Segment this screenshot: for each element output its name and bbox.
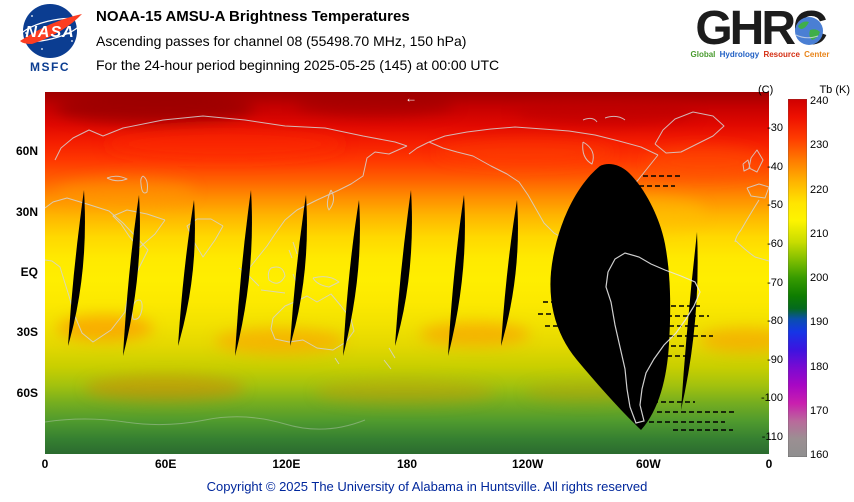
latitude-tick-label: EQ — [20, 265, 38, 279]
nasa-logo: NASA MSFC — [10, 3, 90, 74]
brightness-temperature-map: ← — [44, 91, 790, 454]
colorbar-tick-celsius: -60 — [767, 237, 783, 250]
swath-gap-sliver — [178, 200, 195, 346]
colorbar: (C) Tb (K) -30 -40 -50 -60 -70 -80 -90 -100 -110… — [752, 84, 852, 466]
longitude-axis: 0 60E 120E 180 120W 60W 0 — [41, 457, 773, 471]
nasa-meatball-icon: NASA — [19, 4, 82, 58]
scanline-artifacts — [538, 175, 735, 431]
colorbar-tick-celsius: -80 — [767, 315, 783, 328]
ghrc-tagline-center: Center — [804, 50, 830, 59]
colorbar-header: (C) Tb (K) — [752, 84, 852, 97]
map-arrow-marker: ← — [405, 92, 417, 105]
swath-gap-sliver — [235, 190, 252, 356]
longitude-tick-label: 0 — [765, 457, 773, 471]
latitude-tick-label: 60N — [15, 144, 38, 159]
colorbar-tick-celsius: -70 — [767, 276, 783, 289]
copyright-text: Copyright © 2025 The University of Alaba… — [206, 479, 648, 494]
swath-gap-sliver — [681, 232, 698, 410]
latitude-tick-label: 60S — [16, 385, 38, 400]
colorbar-gradient — [788, 99, 807, 457]
swath-gap-sliver — [343, 200, 360, 356]
swath-gap-sliver — [501, 200, 518, 346]
colorbar-tick-kelvin: 170 — [810, 404, 829, 417]
americas-data-void — [550, 164, 671, 430]
swath-gap-sliver — [290, 195, 307, 346]
nasa-wordmark: NASA — [25, 24, 74, 41]
swath-gap-sliver — [448, 195, 465, 356]
colorbar-kelvin-ticks: 240 230 220 210 200 190 180 170 160 — [810, 95, 850, 461]
colorbar-tick-kelvin: 240 — [810, 95, 829, 107]
colorbar-tick-celsius: -110 — [761, 431, 783, 443]
colorbar-tick-kelvin: 210 — [810, 227, 829, 240]
ghrc-tagline: Global Hydrology Resource Center — [674, 50, 846, 59]
longitude-tick-label: 180 — [396, 457, 418, 471]
nasa-msfc-label: MSFC — [30, 60, 70, 74]
ghrc-tagline-hydrology: Hydrology — [719, 50, 760, 59]
swath-gap-sliver — [68, 190, 85, 346]
swath-gap-sliver — [123, 195, 140, 356]
globe-icon — [794, 17, 823, 45]
longitude-tick-label: 120W — [511, 457, 544, 471]
colorbar-tick-celsius: -100 — [760, 392, 783, 405]
ghrc-tagline-resource: Resource — [763, 50, 800, 59]
colorbar-tick-kelvin: 160 — [810, 449, 829, 461]
south-america-outline — [605, 252, 701, 424]
latitude-axis: 60N 30N EQ 30S 60S — [0, 92, 41, 454]
title-block: NOAA-15 AMSU-A Brightness Temperatures A… — [96, 8, 499, 81]
footer: Copyright © 2025 The University of Alaba… — [0, 479, 854, 494]
ghrc-tagline-global: Global — [690, 50, 716, 59]
swath-gaps — [68, 190, 698, 410]
map-canvas: ← — [44, 91, 790, 454]
colorbar-tick-celsius: -50 — [767, 199, 783, 212]
swath-gap-sliver — [395, 190, 412, 346]
longitude-tick-label: 60W — [635, 457, 661, 471]
colorbar-tick-celsius: -30 — [767, 122, 783, 134]
colorbar-tick-kelvin: 190 — [810, 316, 829, 329]
page-subtitle-period: For the 24-hour period beginning 2025-05… — [96, 57, 500, 73]
colorbar-celsius-ticks: -30 -40 -50 -60 -70 -80 -90 -100 -110 — [752, 99, 784, 457]
colorbar-tick-kelvin: 200 — [810, 272, 829, 284]
colorbar-tick-kelvin: 230 — [810, 139, 829, 152]
colorbar-tick-celsius: -40 — [767, 160, 783, 173]
latitude-tick-label: 30N — [15, 204, 38, 219]
temperature-anomalies — [55, 92, 790, 404]
colorbar-tick-celsius: -90 — [767, 353, 783, 366]
latitude-tick-label: 30S — [16, 325, 38, 340]
ghrc-wordmark: GHRC — [695, 2, 827, 56]
colorbar-tick-kelvin: 220 — [810, 183, 829, 196]
colorbar-tick-kelvin: 180 — [810, 360, 829, 373]
longitude-tick-label: 0 — [41, 457, 49, 471]
colorbar-kelvin-label: Tb (K) — [819, 84, 850, 96]
longitude-tick-label: 120E — [272, 457, 301, 471]
page-title: NOAA-15 AMSU-A Brightness Temperatures — [96, 8, 410, 25]
page-subtitle-channel: Ascending passes for channel 08 (55498.7… — [96, 33, 467, 49]
longitude-tick-label: 60E — [154, 457, 177, 471]
ghrc-logo: GHRC Global Hydrology Resource Center — [674, 2, 846, 59]
colorbar-celsius-label: (C) — [758, 84, 774, 96]
